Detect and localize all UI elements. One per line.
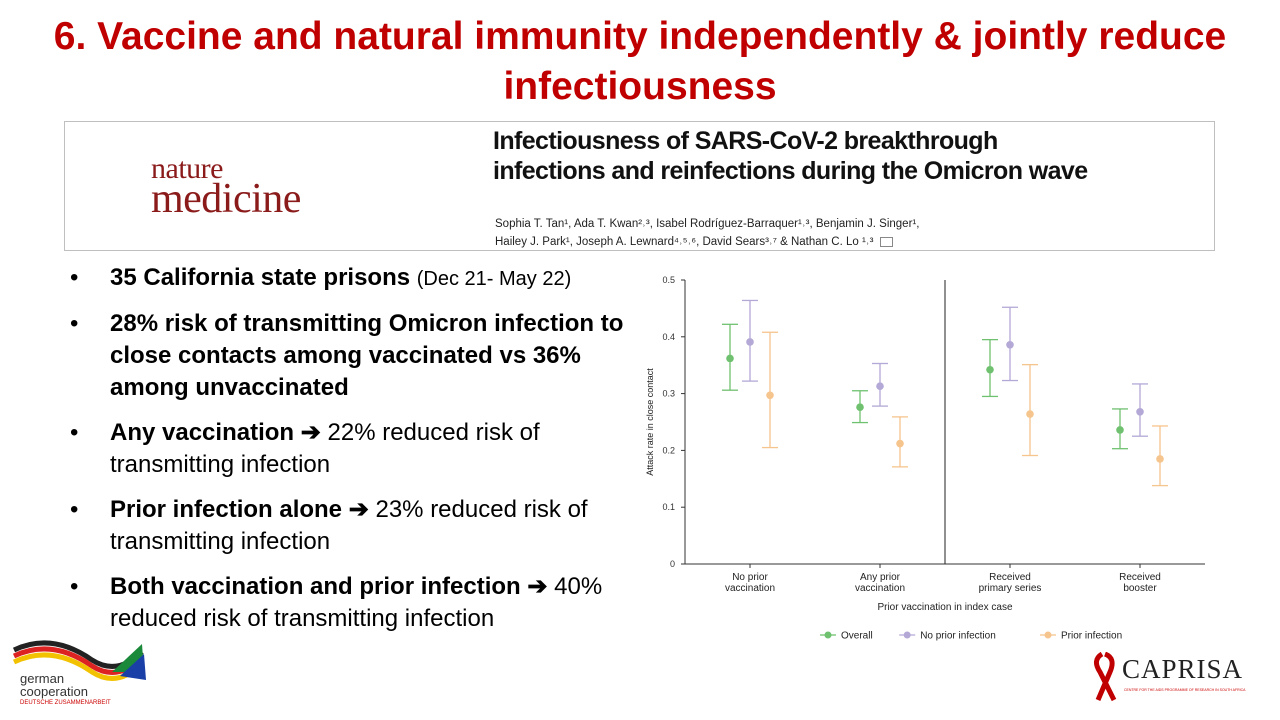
- bullet-dot: •: [70, 264, 79, 291]
- bullet-transmission-risk: • 28% risk of transmitting Omicron infec…: [70, 308, 640, 404]
- x-tick-label: vaccination: [725, 583, 775, 594]
- paper-title: Infectiousness of SARS-CoV-2 breakthroug…: [493, 127, 1088, 185]
- x-tick-label: booster: [1123, 583, 1157, 594]
- journal-logo-line1: nature: [151, 152, 223, 185]
- bullet-prior-infection: • Prior infection alone ➔ 23% reduced ri…: [70, 494, 650, 558]
- data-point: [856, 403, 864, 412]
- mail-icon: [879, 236, 893, 247]
- arrow-icon: ➔: [300, 419, 321, 446]
- x-tick-label: Any prior: [860, 572, 901, 583]
- attack-rate-chart: 0 0.1 0.2 0.3 0.4 0.5 Attack rate in close con…: [640, 268, 1220, 648]
- y-tick-label: 0.4: [662, 332, 675, 342]
- caprisa-logo: CAPRISA CENTRE FOR THE AIDS PROGRAMME OF…: [1090, 650, 1260, 710]
- bullet-both: • Both vaccination and prior infection ➔…: [70, 571, 630, 635]
- flag-swoosh-icon: [12, 640, 146, 681]
- x-tick-label: vaccination: [855, 583, 905, 594]
- caprisa-logo-subtitle: CENTRE FOR THE AIDS PROGRAMME OF RESEARC…: [1124, 688, 1246, 692]
- legend-label: Overall: [841, 631, 873, 642]
- data-point: [746, 338, 754, 346]
- data-point: [1156, 455, 1164, 463]
- paper-header: nature medicine Infectiousness of SARS-C…: [64, 121, 1215, 251]
- bullet-dot: •: [70, 419, 79, 446]
- authors-line-2: Hailey J. Park¹, Joseph A. Lewnard⁴˒⁵˒⁶,…: [495, 233, 1055, 251]
- y-tick-label: 0.5: [662, 275, 675, 285]
- bullet-bold: Any vaccination: [110, 419, 295, 446]
- bullet-bold: Both vaccination and prior infection: [110, 573, 521, 600]
- data-point: [896, 439, 904, 448]
- german-logo-line1: german: [20, 671, 65, 686]
- bullet-rest: (Dec 21- May 22): [416, 268, 572, 290]
- bullet-bold: 35 California state prisons: [110, 264, 411, 291]
- bullet-prisons: • 35 California state prisons (Dec 21- M…: [70, 262, 640, 295]
- legend-swatch-dot: [903, 631, 911, 639]
- y-tick-label: 0: [670, 559, 675, 569]
- y-axis-label: Attack rate in close contact: [645, 368, 655, 476]
- chart-svg: 0 0.1 0.2 0.3 0.4 0.5 Attack rate in close con…: [645, 275, 1205, 642]
- x-tick-label: primary series: [979, 583, 1042, 594]
- legend-swatch-dot: [1044, 631, 1052, 639]
- legend-swatch-dot: [824, 631, 832, 639]
- bullet-dot: •: [70, 573, 79, 600]
- data-point: [726, 354, 734, 363]
- data-point: [1006, 340, 1014, 349]
- bullet-bold: 28% risk of transmitting Omicron infecti…: [110, 310, 624, 401]
- x-tick-label: Received: [1119, 572, 1161, 583]
- data-point: [1116, 426, 1124, 434]
- caprisa-logo-text: CAPRISA: [1122, 654, 1244, 684]
- bullet-dot: •: [70, 310, 79, 337]
- red-ribbon-icon: [1094, 652, 1117, 702]
- data-point: [1026, 410, 1034, 418]
- y-tick-label: 0.3: [662, 389, 675, 399]
- authors-line-1: Sophia T. Tan¹, Ada T. Kwan²˒³, Isabel R…: [495, 218, 920, 230]
- x-tick-label: No prior: [732, 572, 768, 583]
- bullet-rest: 40% reduced risk of transmitting infecti…: [110, 573, 603, 632]
- bullet-rest: 23% reduced risk of transmitting infecti…: [110, 496, 588, 555]
- legend-label: No prior infection: [920, 631, 996, 642]
- data-point: [766, 391, 774, 400]
- data-point: [986, 365, 994, 374]
- bullet-dot: •: [70, 496, 79, 523]
- arrow-icon: ➔: [348, 496, 369, 523]
- paper-authors: Sophia T. Tan¹, Ada T. Kwan²˒³, Isabel R…: [495, 215, 1055, 251]
- key-findings-list: • 35 California state prisons (Dec 21- M…: [70, 262, 640, 648]
- slide-title: 6. Vaccine and natural immunity independ…: [53, 15, 1227, 108]
- german-cooperation-logo: german cooperation DEUTSCHE ZUSAMMENARBE…: [12, 632, 162, 712]
- x-tick-label: Received: [989, 572, 1031, 583]
- bullet-any-vaccination: • Any vaccination ➔ 22% reduced risk of …: [70, 417, 630, 481]
- arrow-icon: ➔: [527, 573, 548, 600]
- german-logo-line2: cooperation: [20, 684, 88, 699]
- y-tick-label: 0.2: [662, 445, 675, 455]
- bullet-rest: 22% reduced risk of transmitting infecti…: [110, 419, 540, 478]
- journal-logo: nature medicine: [151, 152, 301, 222]
- authors-line-2-text: Hailey J. Park¹, Joseph A. Lewnard⁴˒⁵˒⁶,…: [495, 236, 874, 248]
- legend-label: Prior infection: [1061, 631, 1122, 642]
- y-tick-label: 0.1: [662, 502, 675, 512]
- data-point: [1136, 407, 1144, 416]
- bullet-bold: Prior infection alone: [110, 496, 343, 523]
- x-axis-label: Prior vaccination in index case: [877, 602, 1013, 613]
- journal-logo-line2: medicine: [151, 176, 301, 222]
- german-logo-line3: DEUTSCHE ZUSAMMENARBEIT: [20, 700, 111, 706]
- data-point: [876, 382, 884, 391]
